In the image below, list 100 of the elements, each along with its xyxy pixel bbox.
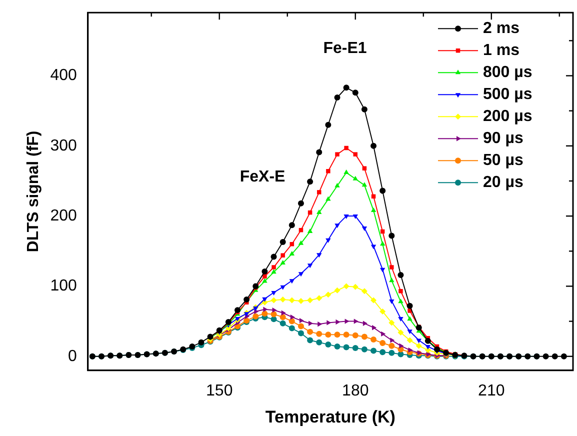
- point: [280, 253, 285, 258]
- point: [362, 320, 368, 326]
- point: [390, 338, 395, 343]
- point: [316, 149, 322, 156]
- point: [299, 318, 304, 324]
- point: [399, 343, 404, 348]
- x-axis-title: Temperature (K): [265, 407, 396, 426]
- point: [353, 152, 358, 156]
- point: [307, 297, 314, 304]
- point: [406, 337, 413, 344]
- point: [307, 178, 314, 185]
- point: [362, 226, 368, 231]
- point: [388, 320, 395, 326]
- point: [343, 332, 350, 338]
- point: [370, 336, 377, 343]
- point: [362, 166, 367, 170]
- point: [344, 146, 348, 150]
- point: [361, 106, 368, 112]
- point: [334, 344, 340, 350]
- point: [262, 268, 268, 274]
- point: [352, 90, 358, 96]
- point: [352, 176, 358, 180]
- point: [307, 337, 314, 344]
- point: [416, 338, 422, 344]
- point: [380, 268, 386, 272]
- point: [352, 332, 358, 338]
- point: [280, 239, 286, 246]
- point: [298, 272, 304, 277]
- point: [308, 320, 314, 326]
- point: [344, 170, 349, 174]
- y-tick-label: 200: [50, 207, 77, 224]
- point: [335, 152, 340, 156]
- point: [425, 345, 431, 350]
- point: [343, 344, 350, 350]
- point: [290, 314, 295, 320]
- point: [298, 298, 304, 304]
- point: [344, 214, 349, 220]
- point: [343, 283, 350, 290]
- point: [280, 285, 286, 290]
- point: [380, 340, 386, 346]
- point: [352, 284, 358, 290]
- point: [334, 287, 340, 294]
- point: [370, 348, 377, 354]
- point: [370, 297, 377, 304]
- point: [416, 342, 422, 349]
- point: [542, 353, 549, 360]
- point: [344, 318, 350, 324]
- point: [326, 238, 331, 243]
- point: [381, 331, 386, 337]
- point: [198, 339, 204, 346]
- point: [289, 250, 295, 256]
- point: [325, 292, 332, 298]
- point: [234, 307, 241, 314]
- annotation: FeX-E: [240, 168, 286, 186]
- point: [307, 264, 313, 268]
- point: [380, 188, 386, 194]
- point: [362, 182, 368, 187]
- point: [380, 349, 386, 356]
- legend-label: 90 µs: [483, 130, 524, 148]
- point: [307, 228, 313, 233]
- point: [354, 318, 358, 324]
- point: [325, 122, 332, 128]
- point: [316, 210, 322, 214]
- legend-label: 1 ms: [483, 42, 520, 60]
- point: [560, 353, 567, 360]
- y-tick-label: 0: [68, 348, 77, 365]
- point: [372, 325, 377, 330]
- point: [388, 232, 395, 239]
- point: [252, 283, 259, 290]
- point: [325, 332, 332, 338]
- point: [434, 346, 440, 352]
- point: [398, 330, 404, 336]
- x-tick-label: 180: [342, 382, 369, 400]
- point: [389, 278, 394, 282]
- point: [380, 308, 386, 314]
- point: [280, 314, 286, 320]
- point: [316, 330, 322, 337]
- point: [326, 320, 332, 326]
- point: [270, 311, 277, 318]
- point: [272, 265, 276, 270]
- point: [361, 334, 368, 340]
- annotation: Fe-E1: [323, 40, 367, 57]
- point: [262, 278, 268, 283]
- point: [370, 244, 376, 250]
- legend-label: 500 µs: [483, 86, 532, 104]
- point: [398, 272, 404, 278]
- point: [398, 289, 403, 294]
- point: [361, 346, 368, 352]
- point: [316, 295, 322, 302]
- point: [370, 142, 377, 149]
- point: [262, 297, 268, 302]
- point: [298, 323, 304, 330]
- point: [280, 296, 286, 303]
- point: [318, 322, 322, 327]
- point: [271, 291, 276, 296]
- point: [262, 274, 267, 279]
- point: [288, 222, 295, 228]
- point: [288, 325, 295, 332]
- legend-label: 50 µs: [483, 152, 524, 170]
- point: [316, 339, 322, 346]
